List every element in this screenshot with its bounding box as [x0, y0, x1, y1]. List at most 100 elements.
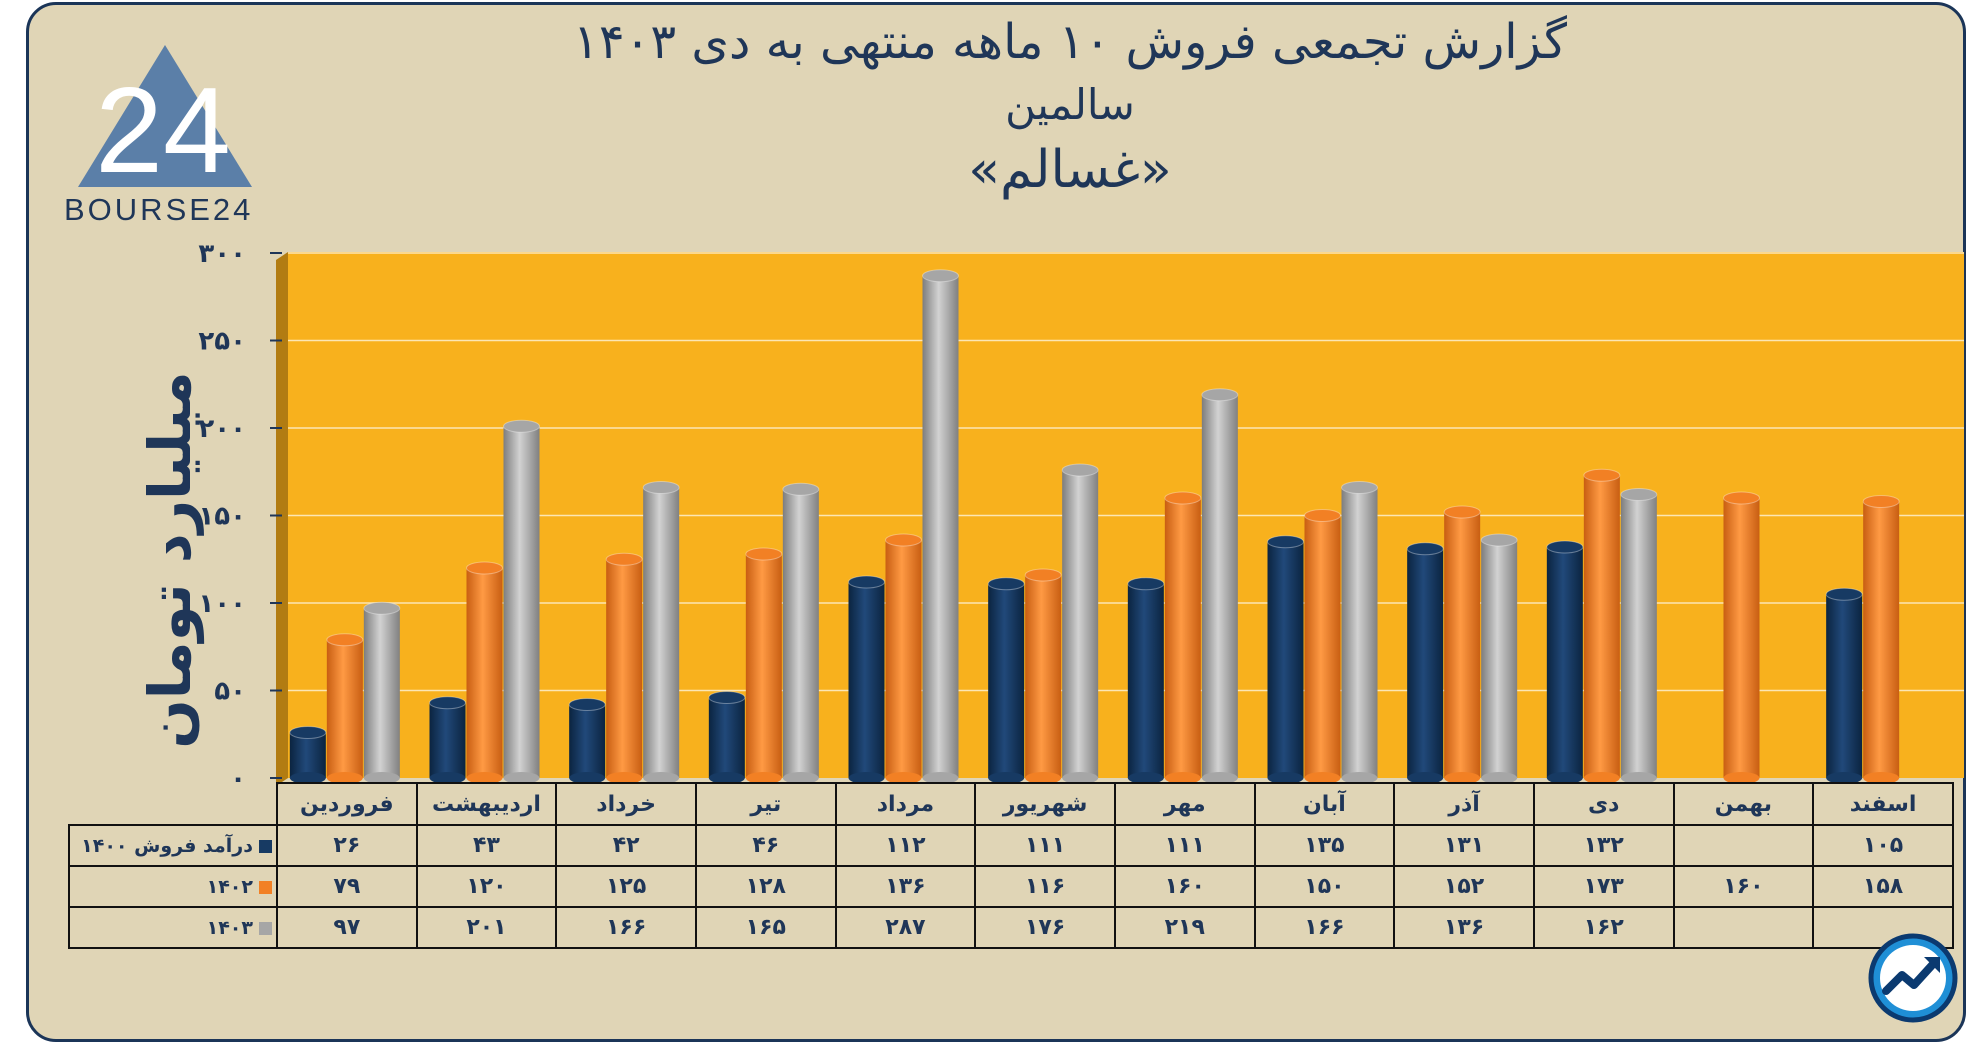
bar-base — [363, 772, 400, 784]
bar — [1164, 491, 1202, 784]
company-name: سالمین — [1005, 80, 1135, 129]
x-tick-label: دی — [1532, 782, 1675, 826]
bar — [745, 547, 783, 784]
bar-base — [1620, 772, 1657, 784]
y-tick-label: ۲۵۰ — [198, 327, 246, 357]
bar-body — [1620, 494, 1657, 778]
bar-body — [363, 608, 400, 778]
bar-body — [782, 489, 819, 778]
bar-body — [1481, 540, 1518, 778]
data-label: ۱۷۳ — [1532, 865, 1675, 908]
bar-cap — [1164, 491, 1202, 505]
y-tick-label: ۲۰۰ — [198, 414, 246, 444]
y-tick-label: ۳۰۰ — [198, 239, 246, 269]
bar-base — [988, 772, 1025, 784]
logo-wordmark: BOURSE24 — [64, 192, 254, 227]
data-label: ۱۰۵ — [1812, 824, 1954, 867]
legend-label: ۱۴۰۳ — [206, 916, 253, 939]
legend-entry: ۱۴۰۲ — [68, 865, 278, 908]
bar-cap — [745, 547, 783, 561]
bar — [605, 552, 643, 784]
bar-cap — [326, 633, 364, 647]
bar — [1341, 481, 1378, 784]
bar-cap — [1201, 388, 1239, 402]
bar-base — [1341, 772, 1378, 784]
x-tick-label: شهریور — [974, 782, 1116, 826]
bar-cap — [1480, 533, 1518, 547]
bar-body — [1267, 541, 1304, 778]
x-tick-label: فروردین — [276, 782, 418, 826]
bar-cap — [363, 601, 401, 615]
bar — [466, 561, 503, 784]
bar — [848, 575, 885, 784]
y-tick-label: ۰ — [230, 764, 246, 794]
data-label: ۴۲ — [555, 824, 697, 867]
bar-base — [643, 772, 680, 784]
bar-cap — [1061, 463, 1099, 477]
table-row: ۱۴۰۲ ۷۹ ۱۲۰ ۱۲۵ ۱۲۸ ۱۳۶ ۱۱۶ ۱۶۰ ۱۵۰ ۱۵۲ ۱۷۳ ۱۶۰ ۱۵۸ — [68, 865, 1954, 908]
bar-base — [1127, 772, 1164, 784]
bar-base — [848, 772, 885, 784]
data-label: ۱۳۵ — [1253, 824, 1396, 867]
bar-body — [606, 559, 643, 778]
data-label: ۲۱۹ — [1113, 906, 1256, 949]
bar-cap — [922, 269, 959, 283]
bar-base — [782, 772, 819, 784]
bar-base — [1444, 772, 1481, 784]
data-label: ۱۳۱ — [1393, 824, 1535, 867]
bar-body — [745, 554, 782, 778]
bar-body — [503, 426, 540, 778]
bar-body — [289, 732, 326, 778]
y-axis-label: میلیارد تومان — [136, 371, 204, 749]
data-label — [1672, 824, 1815, 867]
bar-cap — [708, 691, 746, 704]
bar-cap — [782, 482, 820, 496]
bar-body — [643, 487, 680, 778]
x-tick-label: مرداد — [834, 782, 977, 826]
data-label: ۱۷۶ — [974, 906, 1116, 949]
data-label: ۱۱۱ — [974, 824, 1116, 867]
bar-cap — [503, 419, 540, 433]
bar-cap — [885, 533, 922, 547]
data-table: فروردین اردیبهشت خرداد تیر مرداد شهریور مهر آبا… — [68, 782, 1954, 949]
y-tick-label: ۱۵۰ — [198, 502, 246, 532]
bar-base — [1304, 772, 1341, 784]
bar-cap — [1443, 505, 1481, 519]
table-row: درآمد فروش ۱۴۰۰ ۲۶ ۴۳ ۴۲ ۴۶ ۱۱۲ ۱۱۱ ۱۱۱ ۱۳۵ ۱۳۱ ۱۳… — [68, 824, 1954, 867]
table-corner — [69, 783, 277, 825]
bar-base — [708, 772, 745, 784]
bar-cap — [289, 726, 327, 739]
data-label: ۱۵۸ — [1812, 865, 1954, 908]
bar-cap — [1620, 488, 1658, 501]
bar — [1825, 587, 1863, 784]
bar-base — [466, 772, 503, 784]
bar-body — [1407, 548, 1444, 778]
bar-base — [429, 772, 466, 784]
trend-arrow-icon[interactable] — [1868, 933, 1958, 1023]
bar-base — [1201, 772, 1238, 784]
x-tick-label: تیر — [694, 782, 837, 826]
chart-title: گزارش تجمعی فروش ۱۰ ماهه منتهی به دی ۱۴۰… — [573, 14, 1567, 70]
bar — [1406, 542, 1444, 784]
bar-body — [922, 275, 959, 778]
bar — [363, 601, 401, 784]
legend-entry: درآمد فروش ۱۴۰۰ — [68, 824, 278, 867]
bar — [987, 577, 1025, 784]
data-label: ۱۱۱ — [1113, 824, 1256, 867]
bar — [1443, 505, 1481, 784]
bar-base — [326, 772, 363, 784]
bar-base — [1267, 772, 1304, 784]
bar-cap — [429, 696, 466, 710]
bar-base — [503, 772, 540, 784]
data-label: ۱۶۶ — [1253, 906, 1396, 949]
data-label — [1672, 906, 1815, 949]
data-label: ۱۳۶ — [1393, 906, 1535, 949]
bar-base — [606, 772, 643, 784]
bar — [1024, 568, 1062, 784]
x-tick-label: آبان — [1253, 782, 1396, 826]
table-row: ۱۴۰۳ ۹۷ ۲۰۱ ۱۶۶ ۱۶۵ ۲۸۷ ۱۷۶ ۲۱۹ ۱۶۶ ۱۳۶ ۱۶۲ — [68, 906, 1954, 949]
bar-base — [1826, 772, 1863, 784]
bar — [326, 633, 364, 784]
bar-body — [1164, 498, 1201, 778]
